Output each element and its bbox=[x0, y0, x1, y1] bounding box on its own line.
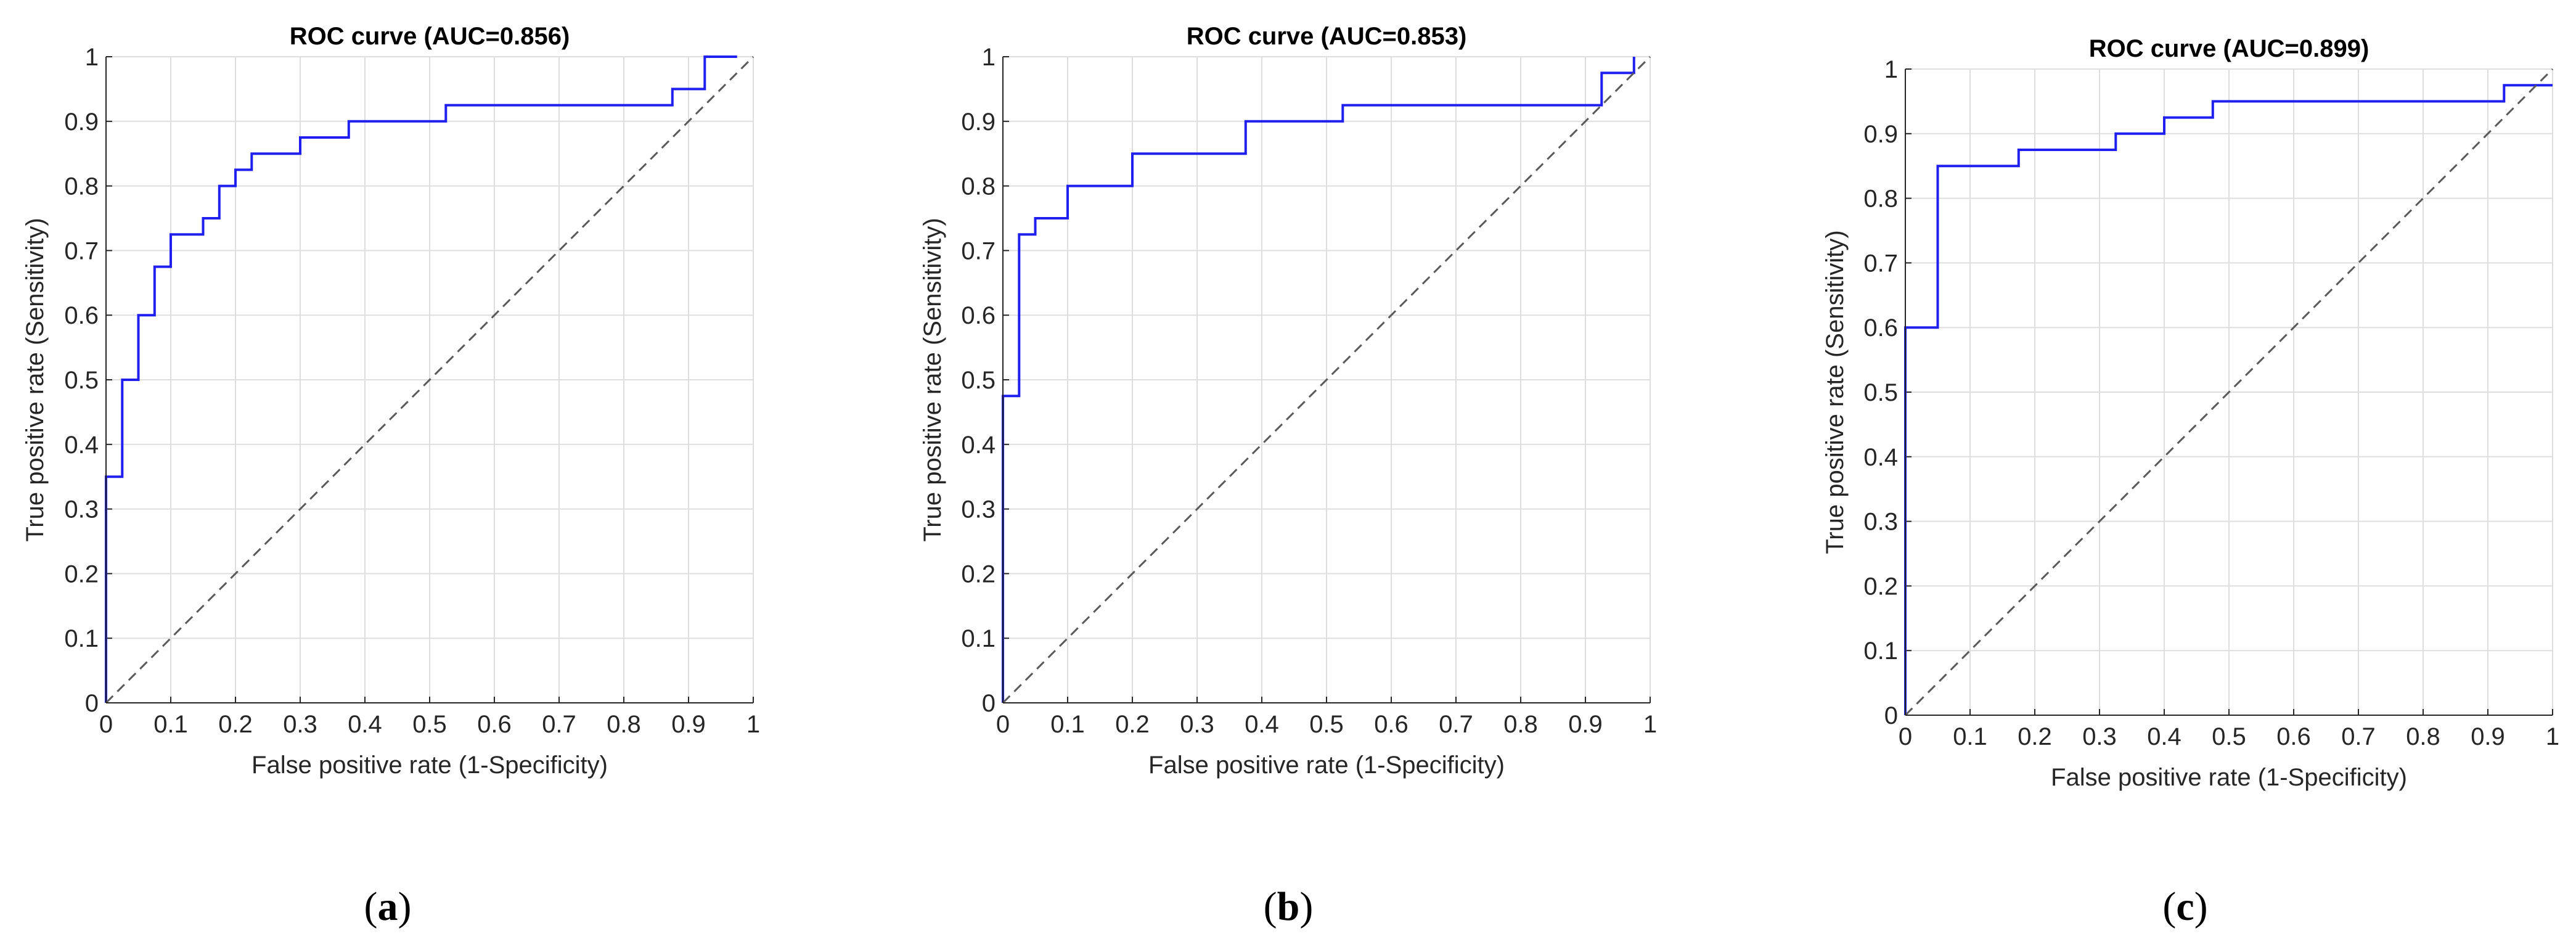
x-tick-label: 1 bbox=[1643, 711, 1657, 738]
roc-curve-line bbox=[105, 55, 737, 703]
x-tick-label: 0.1 bbox=[1953, 723, 1987, 750]
x-tick-label: 0.5 bbox=[412, 711, 447, 738]
y-tick-label: 0.2 bbox=[961, 560, 996, 588]
y-tick-label: 0.1 bbox=[1863, 637, 1898, 665]
chart-title: ROC curve (AUC=0.899) bbox=[2089, 35, 2370, 62]
y-tick-label: 0.5 bbox=[64, 367, 99, 394]
roc-panel-c: ROC curve (AUC=0.899) False positive rat… bbox=[1822, 35, 2559, 929]
x-tick-label: 1 bbox=[2546, 723, 2559, 750]
x-tick-label: 0.2 bbox=[1115, 711, 1150, 738]
x-tick-label: 0.5 bbox=[2212, 723, 2246, 750]
y-tick-label: 0.2 bbox=[1863, 573, 1898, 600]
y-tick-label: 0.8 bbox=[1863, 186, 1898, 213]
roc-curve-line bbox=[1904, 84, 2553, 715]
y-tick-label: 0.2 bbox=[64, 560, 99, 588]
x-tick-label: 1 bbox=[746, 711, 760, 738]
x-tick-label: 0.7 bbox=[542, 711, 576, 738]
x-tick-label: 0 bbox=[1899, 723, 1912, 750]
x-axis-label: False positive rate (1-Specificity) bbox=[1148, 752, 1505, 779]
subplot-caption: (b) bbox=[1264, 884, 1314, 929]
x-tick-label: 0.1 bbox=[1050, 711, 1085, 738]
x-tick-label: 0.9 bbox=[1568, 711, 1603, 738]
y-tick-label: 0 bbox=[982, 690, 996, 717]
chance-diagonal-line bbox=[105, 55, 754, 704]
plot-area: 0 0.1 0.2 0.3 0.4 0.5 0.6 0.7 0.8 0.9 1 0 0.1 0.2 0.3 0… bbox=[1863, 56, 2559, 750]
x-tick-label: 0.6 bbox=[2276, 723, 2311, 750]
x-tick-label: 0.2 bbox=[2018, 723, 2052, 750]
y-tick-label: 0 bbox=[85, 690, 99, 717]
plot-area: 0 0.1 0.2 0.3 0.4 0.5 0.6 0.7 0.8 0.9 1 0 0.1 0.2 0.3 0… bbox=[961, 44, 1657, 738]
chart-title: ROC curve (AUC=0.853) bbox=[1187, 23, 1467, 50]
subplot-caption: (c) bbox=[2162, 884, 2207, 929]
y-axis-label: True positive rate (Sensitivity) bbox=[22, 218, 49, 541]
y-tick-label: 0.6 bbox=[961, 302, 996, 329]
y-tick-label: 1 bbox=[982, 44, 996, 71]
x-tick-label: 0.3 bbox=[1180, 711, 1214, 738]
y-tick-label: 0.5 bbox=[961, 367, 996, 394]
x-tick-label: 0.4 bbox=[2147, 723, 2181, 750]
y-tick-label: 0.3 bbox=[64, 496, 99, 523]
y-tick-label: 0.1 bbox=[64, 625, 99, 652]
x-tick-label: 0.8 bbox=[1503, 711, 1538, 738]
x-tick-label: 0.9 bbox=[671, 711, 706, 738]
x-tick-label: 0.2 bbox=[218, 711, 253, 738]
y-axis-label: True positive rate (Sensitivity) bbox=[919, 218, 946, 541]
chart-title: ROC curve (AUC=0.856) bbox=[290, 23, 570, 50]
x-tick-label: 0.6 bbox=[477, 711, 512, 738]
x-tick-label: 0.9 bbox=[2471, 723, 2505, 750]
x-tick-label: 0 bbox=[996, 711, 1010, 738]
y-tick-label: 0.9 bbox=[64, 109, 99, 136]
y-tick-label: 0.6 bbox=[1863, 314, 1898, 342]
x-tick-label: 0 bbox=[99, 711, 113, 738]
chance-diagonal-line bbox=[1904, 68, 2554, 716]
x-tick-label: 0.7 bbox=[2341, 723, 2376, 750]
y-tick-label: 0.9 bbox=[961, 109, 996, 136]
y-tick-label: 0 bbox=[1884, 702, 1898, 729]
x-tick-label: 0.1 bbox=[153, 711, 188, 738]
y-tick-label: 0.5 bbox=[1863, 379, 1898, 406]
y-tick-label: 0.7 bbox=[1863, 250, 1898, 277]
y-tick-label: 0.1 bbox=[961, 625, 996, 652]
y-axis-label: True positive rate (Sensitivity) bbox=[1822, 230, 1849, 554]
roc-panel-a: ROC curve (AUC=0.856) False positive rat… bbox=[22, 23, 760, 929]
x-tick-label: 0.4 bbox=[348, 711, 382, 738]
x-axis-label: False positive rate (1-Specificity) bbox=[2051, 764, 2407, 791]
x-tick-label: 0.8 bbox=[607, 711, 641, 738]
y-tick-label: 0.7 bbox=[64, 237, 99, 264]
roc-curve-line bbox=[1002, 57, 1635, 703]
y-tick-label: 0.7 bbox=[961, 237, 996, 264]
roc-panel-b: ROC curve (AUC=0.853) False positive rat… bbox=[919, 23, 1657, 929]
x-tick-label: 0.6 bbox=[1374, 711, 1409, 738]
x-tick-label: 0.5 bbox=[1309, 711, 1344, 738]
y-tick-label: 0.4 bbox=[961, 432, 996, 459]
x-tick-label: 0.8 bbox=[2406, 723, 2440, 750]
y-tick-label: 0.3 bbox=[961, 496, 996, 523]
x-tick-label: 0.3 bbox=[2082, 723, 2117, 750]
y-tick-label: 0.8 bbox=[64, 173, 99, 200]
y-tick-label: 0.4 bbox=[64, 432, 99, 459]
x-tick-label: 0.3 bbox=[283, 711, 317, 738]
y-tick-label: 0.3 bbox=[1863, 509, 1898, 536]
plot-area: 0 0.1 0.2 0.3 0.4 0.5 0.6 0.7 0.8 0.9 1 0 0.1 0.2 0.3 0… bbox=[64, 44, 760, 738]
x-axis-label: False positive rate (1-Specificity) bbox=[251, 752, 608, 779]
y-tick-label: 0.4 bbox=[1863, 444, 1898, 471]
y-tick-label: 0.8 bbox=[961, 173, 996, 200]
y-tick-label: 0.6 bbox=[64, 302, 99, 329]
chance-diagonal-line bbox=[1002, 55, 1651, 704]
y-tick-label: 1 bbox=[1884, 56, 1898, 83]
x-tick-label: 0.4 bbox=[1245, 711, 1279, 738]
y-tick-label: 0.9 bbox=[1863, 121, 1898, 148]
y-tick-label: 1 bbox=[85, 44, 99, 71]
subplot-caption: (a) bbox=[364, 884, 412, 929]
x-tick-label: 0.7 bbox=[1439, 711, 1473, 738]
